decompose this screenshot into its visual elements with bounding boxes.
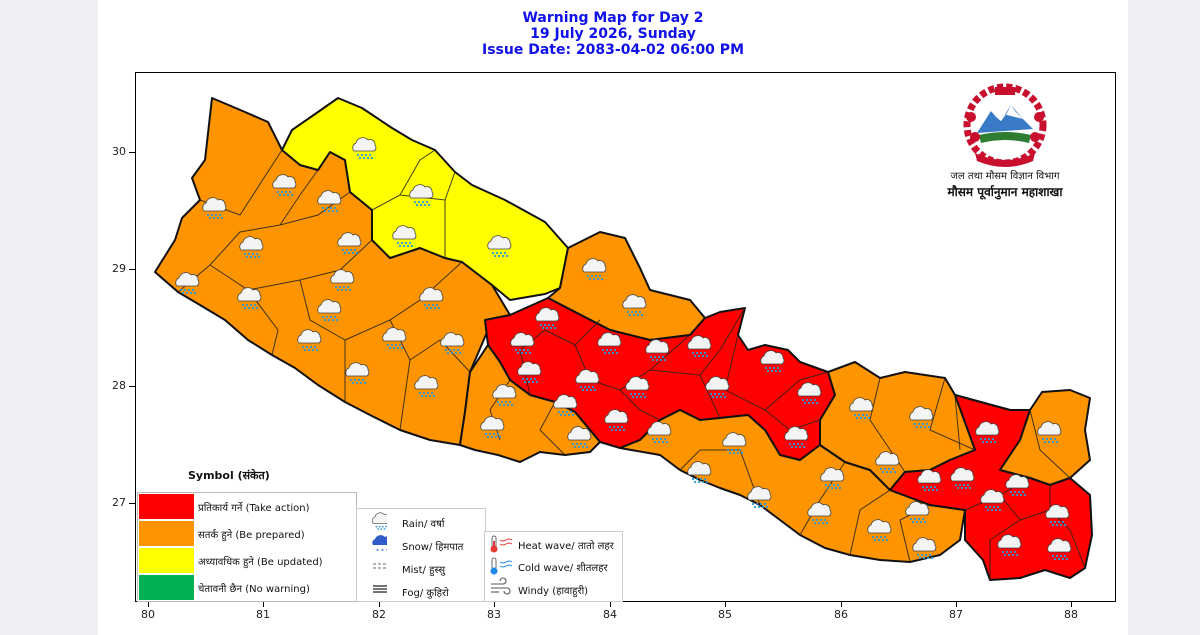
mist-icon <box>373 563 387 569</box>
agency-division: मौसम पूर्वानुमान महाशाखा <box>947 185 1063 199</box>
xtick-mark <box>1071 602 1072 607</box>
level-be-prepared: सतर्क हुने (Be prepared) <box>198 530 305 541</box>
fog-icon <box>373 585 387 593</box>
level-be-updated: अध्यावधिक हुने (Be updated) <box>198 557 323 568</box>
legend-windy: Windy (हावाहुरी) <box>518 586 589 597</box>
forecast-date: 19 July 2026, Sunday <box>530 26 696 42</box>
agency-name: जल तथा मौसम विज्ञान विभाग <box>950 171 1060 182</box>
xtick-mark <box>263 602 264 607</box>
ytick-label: 29 <box>112 262 126 275</box>
map-title: Warning Map for Day 2 <box>522 10 704 26</box>
symbol-legend-title: Symbol (संकेत) <box>188 469 270 482</box>
legend-cold-wave: Cold wave/ शीतलहर <box>518 563 608 574</box>
xtick-label: 87 <box>949 608 963 621</box>
legend-snow: Snow/ हिमपात <box>402 542 464 553</box>
issue-date: Issue Date: 2083-04-02 06:00 PM <box>482 42 744 58</box>
legend-mist: Mist/ हुस्सु <box>402 565 446 576</box>
xtick-mark <box>841 602 842 607</box>
xtick-label: 88 <box>1064 608 1078 621</box>
weather-legend-primary: * * * Rain/ वर्षा Snow/ हिमपात Mist/ हुस… <box>356 508 486 602</box>
xtick-mark <box>725 602 726 607</box>
wind-icon <box>491 577 511 595</box>
swatch-no-warning <box>139 575 194 600</box>
legend-fog: Fog/ कुहिरो <box>402 588 449 599</box>
ytick-mark <box>129 269 135 270</box>
legend-heat-wave: Heat wave/ तातो लहर <box>518 541 614 552</box>
swatch-be-updated <box>139 548 194 573</box>
xtick-label: 84 <box>603 608 617 621</box>
symbol-legend: प्रतिकार्य गर्ने (Take action) सतर्क हुन… <box>137 492 357 602</box>
xtick-label: 83 <box>487 608 501 621</box>
rain-cloud-icon <box>371 512 387 531</box>
xtick-mark <box>148 602 149 607</box>
xtick-label: 82 <box>372 608 386 621</box>
ytick-label: 27 <box>112 496 126 509</box>
xtick-mark <box>956 602 957 607</box>
region-lumbini <box>459 344 601 463</box>
xtick-label: 86 <box>834 608 848 621</box>
swatch-take-action <box>139 494 194 519</box>
ytick-mark <box>129 503 135 504</box>
ytick-label: 30 <box>112 145 126 158</box>
ytick-mark <box>129 152 135 153</box>
xtick-mark <box>379 602 380 607</box>
level-take-action: प्रतिकार्य गर्ने (Take action) <box>198 503 310 514</box>
xtick-mark <box>494 602 495 607</box>
ytick-label: 28 <box>112 379 126 392</box>
xtick-mark <box>610 602 611 607</box>
nepal-emblem-icon <box>963 83 1047 167</box>
level-no-warning: चेतावनी छैन (No warning) <box>198 584 310 595</box>
thermometer-cold-icon <box>490 557 513 575</box>
xtick-label: 81 <box>256 608 270 621</box>
legend-rain: Rain/ वर्षा <box>402 519 445 530</box>
weather-legend-secondary: Heat wave/ तातो लहर Cold wave/ शीतलहर Wi… <box>484 531 623 602</box>
xtick-label: 80 <box>141 608 155 621</box>
xtick-label: 85 <box>718 608 732 621</box>
thermometer-hot-icon <box>490 535 513 553</box>
ytick-mark <box>129 386 135 387</box>
swatch-be-prepared <box>139 521 194 546</box>
svg-text:* * *: * * * <box>376 548 387 555</box>
snow-cloud-icon: * * * <box>372 535 387 555</box>
